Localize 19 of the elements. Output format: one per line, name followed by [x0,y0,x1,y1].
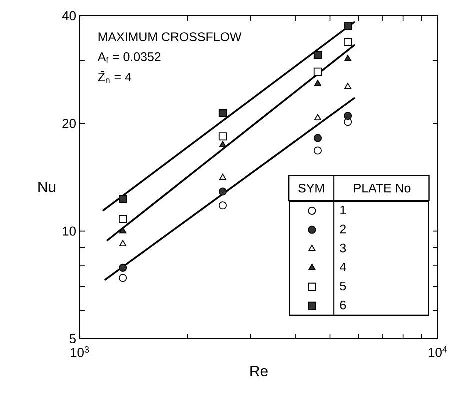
y-tick-label: 10 [63,226,76,236]
y-tick-label: 5 [70,334,76,344]
y-tick-label: 40 [62,11,76,21]
legend-title: PLATE No [354,184,411,193]
legend-label: 5 [340,282,346,291]
x-tick-label: 10$^{4}$ [429,346,448,358]
legend-label: 1 [340,206,346,215]
annotation: Z̄$_{n}$ = 4 [98,71,132,84]
annotation: MAXIMUM CROSSFLOW [98,32,242,42]
annotation: A$_{f}$ = 0.0352 [98,52,161,64]
legend-label: 3 [340,244,346,253]
x-tick-label: 10$^{3}$ [71,346,90,358]
y-axis-title: Nu [38,182,56,192]
legend-label: 6 [340,300,346,310]
legend-label: 2 [340,224,346,234]
y-tick-label: 20 [62,119,76,128]
x-axis-title: Re [250,366,268,377]
annotation: SYM [298,184,324,193]
legend-label: 4 [340,262,346,272]
